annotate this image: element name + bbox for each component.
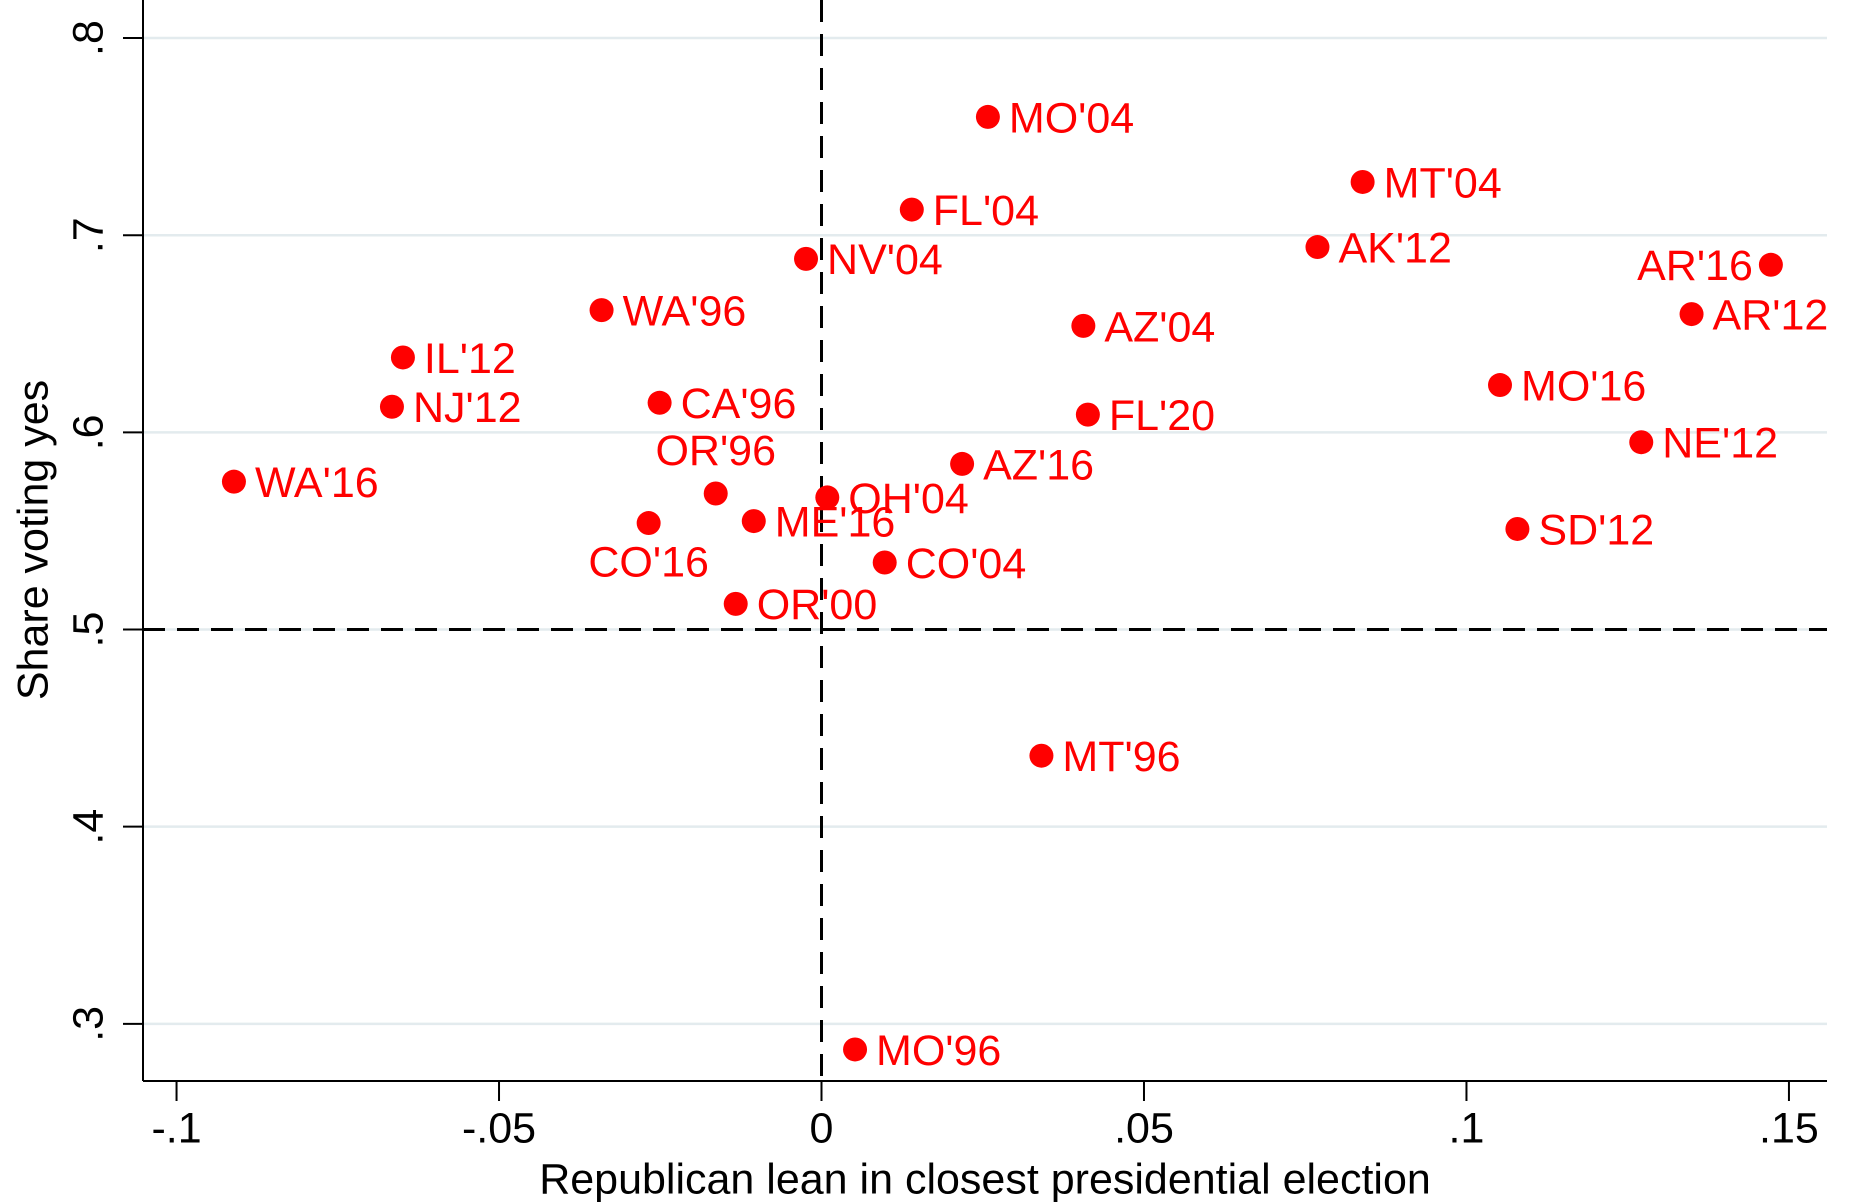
point-label: CO'04	[906, 540, 1027, 588]
point	[975, 104, 1000, 129]
y-tick-label: .8	[64, 20, 112, 56]
point-label: OR'96	[655, 427, 776, 475]
point	[221, 469, 246, 494]
point	[1350, 169, 1375, 194]
point-label: AZ'04	[1104, 303, 1215, 351]
y-tick-label: .4	[64, 809, 112, 845]
point-label: OH'04	[848, 475, 969, 523]
x-tick-label: .1	[1449, 1104, 1485, 1152]
x-tick-label: .05	[1114, 1104, 1174, 1152]
point-label: MO'96	[876, 1027, 1001, 1075]
point	[589, 298, 614, 323]
y-axis-label: Share voting yes	[9, 380, 57, 700]
x-tick-label: 0	[810, 1104, 834, 1152]
point	[1305, 235, 1330, 260]
point-label: MO'04	[1009, 94, 1134, 142]
point-label: AR'12	[1713, 291, 1829, 339]
point	[1075, 402, 1100, 427]
point-label: WA'16	[255, 459, 379, 507]
y-tick-label: .6	[64, 414, 112, 450]
point	[1679, 302, 1704, 327]
x-tick-label: -.1	[151, 1104, 201, 1152]
point	[647, 390, 672, 415]
point	[1071, 313, 1096, 338]
point	[1029, 743, 1054, 768]
point-label: NJ'12	[413, 384, 522, 432]
point-label: CO'16	[588, 538, 709, 586]
point-label: FL'20	[1109, 392, 1215, 440]
point-label: MO'16	[1521, 362, 1646, 410]
point-label: AK'12	[1338, 224, 1451, 272]
x-tick-label: -.05	[462, 1104, 536, 1152]
point	[741, 509, 766, 534]
x-tick-label: .15	[1759, 1104, 1819, 1152]
point	[950, 451, 975, 476]
point	[1629, 430, 1654, 455]
point	[636, 511, 661, 536]
point-label: MT'04	[1384, 159, 1502, 207]
point	[379, 394, 404, 419]
point-label: FL'04	[933, 187, 1039, 235]
y-tick-label: .3	[64, 1006, 112, 1042]
point	[1505, 516, 1530, 541]
point-label: MT'96	[1062, 733, 1180, 781]
y-tick-label: .5	[64, 612, 112, 648]
x-axis-label: Republican lean in closest presidential …	[539, 1155, 1431, 1202]
point	[1758, 252, 1783, 277]
point	[794, 246, 819, 271]
point-label: AR'16	[1637, 242, 1753, 290]
point-label: OR'00	[757, 581, 878, 629]
point-label: IL'12	[424, 335, 516, 383]
point-label: WA'96	[623, 287, 747, 335]
point	[723, 591, 748, 616]
point	[899, 197, 924, 222]
point	[390, 345, 415, 370]
point-label: CA'96	[681, 380, 797, 428]
point-label: NV'04	[827, 236, 943, 284]
y-tick-label: .7	[64, 217, 112, 253]
point-label: AZ'16	[983, 441, 1094, 489]
point	[872, 550, 897, 575]
point-label: SD'12	[1538, 506, 1654, 554]
point	[703, 481, 728, 506]
point-label: ME'16	[775, 498, 896, 546]
point	[815, 485, 840, 510]
point-label: NE'12	[1662, 420, 1778, 468]
point	[1488, 373, 1513, 398]
point	[843, 1037, 868, 1062]
